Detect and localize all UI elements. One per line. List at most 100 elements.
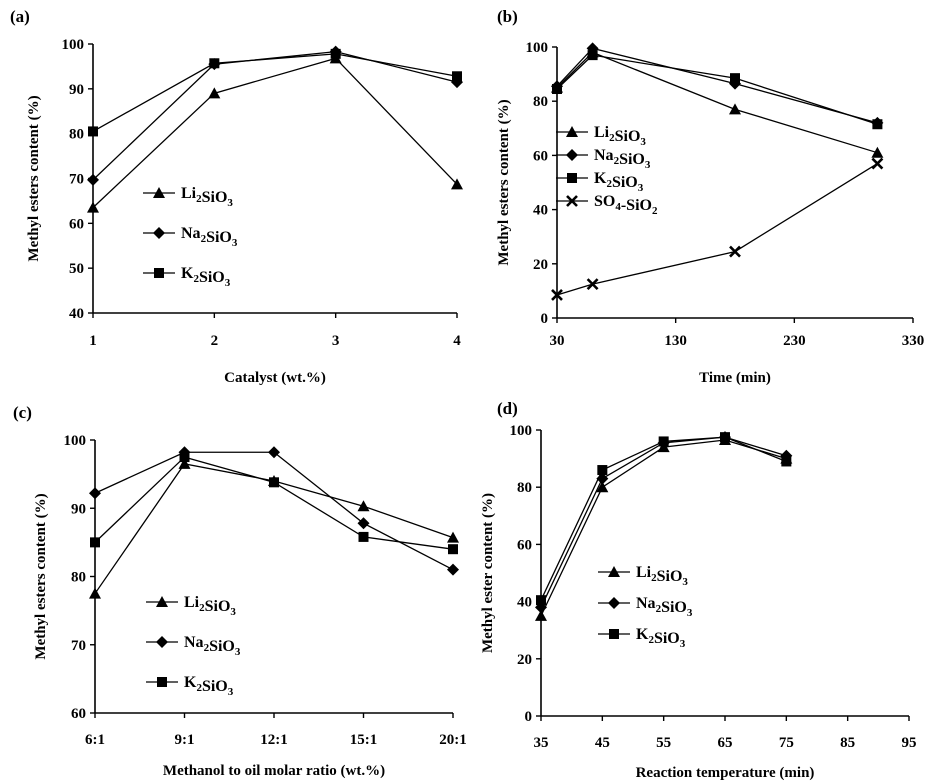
legend-item: K2SiO3	[598, 626, 686, 650]
series-line	[556, 54, 878, 125]
data-point	[597, 465, 608, 476]
y-tick-label: 40	[533, 203, 548, 219]
panel-label: (b)	[497, 7, 518, 26]
chart-panel: (d) 0 20 40 60 80 100 35 45 55 65 75 85 95 Reaction te…	[480, 399, 917, 781]
legend-item: Li2SiO3	[598, 564, 688, 588]
x-tick-label: 65	[718, 735, 733, 751]
data-point	[357, 517, 370, 530]
series-line	[556, 51, 878, 154]
legend-marker	[567, 173, 577, 183]
y-tick-label: 90	[69, 82, 84, 98]
legend-label: Li2SiO3	[181, 185, 233, 209]
y-tick-label: 100	[526, 40, 549, 56]
x-tick-label: 35	[534, 735, 549, 751]
legend-item: K2SiO3	[143, 265, 231, 289]
data-point	[88, 126, 98, 137]
legend-label: Na2SiO3	[181, 225, 238, 249]
legend-marker	[153, 227, 165, 239]
data-point	[871, 146, 884, 158]
legend-label: K2SiO3	[181, 265, 231, 289]
x-tick-label: 30	[550, 333, 565, 349]
data-point	[551, 289, 563, 301]
x-tick-label: 55	[656, 735, 671, 751]
y-tick-label: 0	[541, 311, 549, 327]
y-tick-label: 100	[510, 423, 533, 439]
data-point	[781, 456, 792, 467]
data-point	[268, 446, 280, 459]
legend-item: K2SiO3	[556, 170, 644, 194]
data-point	[535, 609, 547, 621]
data-point	[536, 595, 546, 606]
legend-marker	[156, 596, 168, 607]
x-axis-label: Reaction temperature (min)	[636, 765, 815, 781]
panel-label: (d)	[497, 399, 518, 418]
x-tick-label: 9:1	[175, 732, 195, 748]
data-point	[552, 84, 562, 95]
data-point	[730, 73, 740, 84]
legend-marker	[608, 566, 620, 577]
series-line	[92, 50, 458, 181]
legend-marker	[157, 677, 167, 687]
data-point	[447, 563, 459, 576]
legend-label: Li2SiO3	[636, 564, 688, 588]
chart-panel: (a) 40 50 60 70 80 90 100 1 2 3 4 Catalyst (wt.%) Met…	[10, 7, 463, 386]
data-point	[729, 245, 741, 258]
data-point	[451, 178, 463, 190]
y-axis-label: Methyl esters content (%)	[496, 99, 512, 265]
x-tick-label: 3	[332, 333, 340, 349]
data-point	[209, 58, 220, 69]
y-tick-label: 40	[517, 595, 532, 611]
x-tick-label: 85	[840, 735, 855, 751]
data-point	[452, 71, 462, 82]
legend-marker	[153, 187, 165, 198]
legend-label: Na2SiO3	[184, 634, 241, 658]
legend-marker	[154, 268, 164, 278]
data-point	[87, 173, 99, 186]
y-tick-label: 0	[525, 709, 533, 725]
y-tick-label: 20	[517, 652, 532, 668]
x-tick-label: 2	[211, 333, 219, 349]
x-tick-label: 230	[783, 333, 806, 349]
x-tick-label: 20:1	[439, 732, 467, 748]
legend-item: Li2SiO3	[143, 185, 233, 209]
legend-label: Li2SiO3	[594, 124, 646, 148]
legend-marker	[566, 149, 578, 161]
data-point	[178, 457, 191, 469]
x-tick-label: 4	[453, 333, 461, 349]
y-tick-label: 70	[71, 638, 86, 654]
y-tick-label: 80	[69, 127, 84, 143]
y-tick-label: 60	[69, 216, 84, 232]
legend-marker	[566, 126, 578, 137]
legend-item: K2SiO3	[146, 674, 234, 698]
data-point	[448, 544, 458, 555]
legend-label: SO4-SiO2	[594, 193, 658, 217]
y-axis-label: Methyl ester content (%)	[480, 493, 496, 653]
legend-marker	[609, 629, 619, 639]
y-axis-label: Methyl esters content (%)	[26, 95, 42, 261]
x-axis-label: Time (min)	[699, 370, 771, 386]
y-tick-label: 20	[533, 257, 548, 273]
series-line	[94, 456, 454, 550]
series-line	[92, 57, 458, 209]
data-point	[447, 531, 459, 543]
legend-item: Na2SiO3	[143, 225, 238, 249]
x-tick-label: 12:1	[260, 732, 288, 748]
series-line	[556, 47, 878, 124]
chart-panel: (b) 0 20 40 60 80 100 30 130 230 330 Time (min) Meth…	[496, 7, 924, 386]
y-tick-label: 60	[517, 537, 532, 553]
y-tick-label: 90	[71, 501, 86, 517]
x-tick-label: 330	[902, 333, 925, 349]
data-point	[358, 531, 369, 542]
panel-label: (c)	[13, 403, 32, 422]
data-point	[269, 477, 279, 488]
data-point	[179, 452, 190, 463]
x-tick-label: 130	[664, 333, 687, 349]
y-tick-label: 40	[69, 306, 84, 322]
data-point	[729, 103, 741, 115]
data-point	[871, 157, 884, 170]
panel-label: (a)	[10, 7, 30, 26]
legend-item: Na2SiO3	[598, 595, 693, 619]
y-tick-label: 100	[64, 433, 87, 449]
x-axis-label: Methanol to oil molar ratio (wt.%)	[163, 763, 385, 779]
legend-label: K2SiO3	[636, 626, 686, 650]
